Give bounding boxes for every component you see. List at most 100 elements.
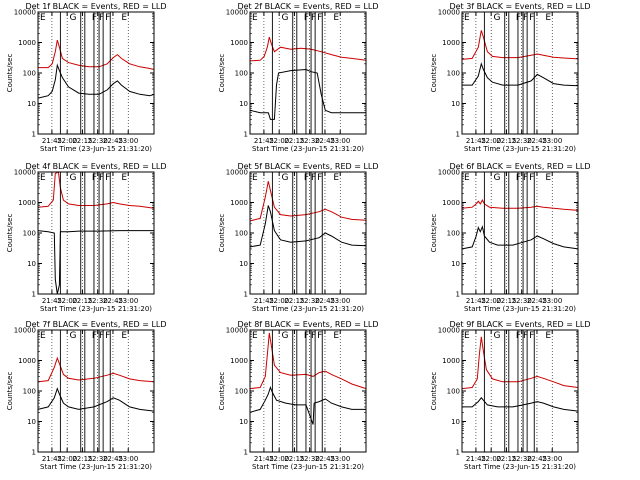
y-tick-label: 1000 xyxy=(442,39,460,47)
y-axis-label: Counts/sec xyxy=(218,372,226,411)
y-tick-label: 1000 xyxy=(230,357,248,365)
y-tick-label: 1000 xyxy=(230,39,248,47)
y-tick-label: 10 xyxy=(239,260,248,268)
x-tick-label: 22:30 xyxy=(300,137,320,145)
flag-marker: E xyxy=(252,173,258,183)
x-tick-label: 22:45 xyxy=(527,297,547,305)
flag-marker: E xyxy=(40,13,46,23)
series-line-events xyxy=(461,225,579,250)
y-axis-label: Counts/sec xyxy=(430,214,438,253)
x-tick-label: 21:45 xyxy=(254,455,274,463)
x-axis-label: Start Time (23-Jun-15 21:31:20) xyxy=(252,463,364,471)
y-tick-label: 100 xyxy=(235,230,248,238)
x-tick-label: 22:45 xyxy=(527,137,547,145)
flag-marker: G xyxy=(494,173,501,183)
flag-marker: F xyxy=(105,173,110,183)
y-tick-label: 1000 xyxy=(442,357,460,365)
y-tick-label: 1 xyxy=(32,449,36,457)
y-tick-label: 1000 xyxy=(18,39,36,47)
flag-marker: E xyxy=(121,331,127,341)
y-tick-label: 1 xyxy=(456,131,460,139)
series-line-lld xyxy=(249,332,367,390)
x-tick-label: 22:30 xyxy=(88,297,108,305)
x-tick-label: 22:15 xyxy=(72,455,92,463)
y-tick-label: 1000 xyxy=(18,357,36,365)
x-axis-label: Start Time (23-Jun-15 21:31:20) xyxy=(40,145,152,153)
y-tick-label: 1 xyxy=(456,291,460,299)
x-tick-label: 23:00 xyxy=(542,297,562,305)
flag-marker: F xyxy=(523,13,528,23)
y-axis-label: Counts/sec xyxy=(6,372,14,411)
y-tick-label: 10000 xyxy=(14,327,36,335)
chart-title: Det 8f BLACK = Events, RED = LLD xyxy=(237,320,378,329)
x-tick-label: 22:45 xyxy=(103,297,123,305)
x-tick-label: 22:30 xyxy=(512,297,532,305)
flag-marker: F xyxy=(317,13,322,23)
y-tick-label: 1000 xyxy=(230,199,248,207)
y-tick-label: 10 xyxy=(451,418,460,426)
series-line-lld xyxy=(249,36,367,62)
series-line-events xyxy=(249,205,367,248)
x-tick-label: 23:00 xyxy=(330,137,350,145)
plot-frame xyxy=(249,329,367,453)
y-tick-label: 10000 xyxy=(226,9,248,17)
x-tick-label: 22:00 xyxy=(57,455,77,463)
flag-marker: F xyxy=(311,331,316,341)
chart-panel-5: Det 5f BLACK = Events, RED = LLD E G F F F E 1 1… xyxy=(218,162,379,313)
series-line-events xyxy=(462,62,579,87)
flag-marker: G xyxy=(494,13,501,23)
x-tick-label: 22:00 xyxy=(57,137,77,145)
x-axis-label: Start Time (23-Jun-15 21:31:20) xyxy=(464,145,576,153)
series-line-lld xyxy=(461,199,579,211)
x-axis-label: Start Time (23-Jun-15 21:31:20) xyxy=(252,305,364,313)
flag-marker: E xyxy=(40,331,46,341)
y-axis-label: Counts/sec xyxy=(6,214,14,253)
x-tick-label: 22:45 xyxy=(103,137,123,145)
flag-marker: E xyxy=(545,13,551,23)
flag-marker: F xyxy=(311,173,316,183)
flag-marker: F xyxy=(311,13,316,23)
x-tick-label: 22:30 xyxy=(300,297,320,305)
chart-panel-4: Det 4f BLACK = Events, RED = LLD E G F F F E 1 1… xyxy=(6,162,167,313)
plot-frame xyxy=(249,171,367,295)
chart-panel-3: Det 3f BLACK = Events, RED = LLD E G F F F E 1 1… xyxy=(430,2,591,153)
flag-marker: E xyxy=(545,173,551,183)
y-tick-label: 100 xyxy=(447,230,460,238)
x-tick-label: 22:45 xyxy=(527,455,547,463)
x-tick-label: 22:00 xyxy=(481,137,501,145)
x-tick-label: 22:45 xyxy=(315,137,335,145)
flag-marker: F xyxy=(523,173,528,183)
x-tick-label: 22:30 xyxy=(88,137,108,145)
y-tick-label: 100 xyxy=(447,70,460,78)
y-tick-label: 10000 xyxy=(226,169,248,177)
y-axis-label: Counts/sec xyxy=(430,372,438,411)
y-tick-label: 1000 xyxy=(442,199,460,207)
flag-marker: G xyxy=(494,331,501,341)
flag-marker: E xyxy=(121,13,127,23)
x-tick-label: 22:30 xyxy=(300,455,320,463)
plot-frame xyxy=(461,171,579,295)
flag-marker: E xyxy=(121,173,127,183)
series-line-lld xyxy=(249,181,367,222)
x-tick-label: 22:15 xyxy=(496,455,516,463)
y-tick-label: 1 xyxy=(456,449,460,457)
flag-marker: F xyxy=(529,13,534,23)
x-tick-label: 22:15 xyxy=(284,137,304,145)
flag-marker: E xyxy=(333,331,339,341)
series-line-lld xyxy=(461,336,579,390)
x-axis-label: Start Time (23-Jun-15 21:31:20) xyxy=(40,463,152,471)
x-tick-label: 23:00 xyxy=(118,137,138,145)
x-tick-label: 23:00 xyxy=(542,455,562,463)
flag-marker: F xyxy=(529,331,534,341)
x-tick-label: 23:00 xyxy=(330,297,350,305)
flag-marker: F xyxy=(304,13,309,23)
x-tick-label: 22:45 xyxy=(315,297,335,305)
x-tick-label: 22:15 xyxy=(496,137,516,145)
x-tick-label: 21:45 xyxy=(466,137,486,145)
series-line-lld xyxy=(37,171,155,209)
flag-marker: E xyxy=(40,173,46,183)
y-tick-label: 10 xyxy=(239,100,248,108)
y-tick-label: 10000 xyxy=(438,327,460,335)
y-tick-label: 100 xyxy=(23,70,36,78)
flag-marker: G xyxy=(70,13,77,23)
